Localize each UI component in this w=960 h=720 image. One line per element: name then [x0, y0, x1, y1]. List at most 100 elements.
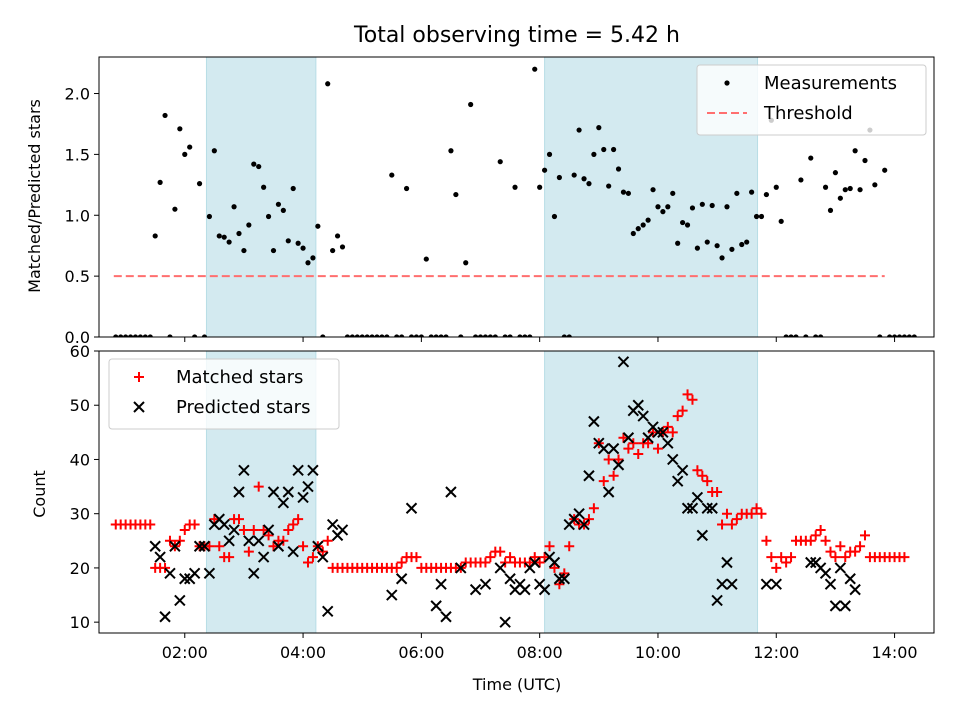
legend-item: Threshold — [707, 103, 853, 124]
series-predicted-stars — [149, 356, 861, 628]
data-point — [169, 540, 181, 552]
legend-item: Measurements — [724, 73, 897, 94]
data-point — [517, 334, 523, 337]
data-point — [455, 562, 467, 574]
shaded-interval-1 — [206, 57, 316, 337]
data-point — [243, 535, 255, 547]
data-point — [665, 204, 671, 210]
y-tick-label: 10 — [70, 613, 90, 632]
data-point — [485, 552, 496, 563]
figure-title: Total observing time = 5.42 h — [353, 23, 680, 48]
data-point — [573, 507, 585, 520]
data-point — [283, 524, 294, 535]
data-point — [179, 573, 191, 585]
data-point — [201, 334, 208, 337]
legend-item: Matched stars — [134, 367, 303, 388]
data-point — [403, 185, 410, 192]
data-point — [850, 546, 861, 557]
data-point — [721, 508, 732, 519]
data-point — [612, 459, 625, 471]
data-point — [832, 170, 839, 176]
legend-label: Threshold — [763, 103, 853, 124]
data-point — [164, 567, 176, 580]
data-point — [248, 524, 259, 535]
data-point — [253, 481, 264, 492]
data-point — [680, 219, 686, 226]
legend-item: Predicted stars — [133, 397, 310, 418]
legend-label: Predicted stars — [176, 397, 310, 418]
legend-marker — [133, 401, 145, 413]
data-point — [396, 557, 407, 568]
data-point — [317, 546, 328, 557]
data-point — [262, 524, 275, 536]
data-point — [726, 519, 737, 530]
data-point — [899, 552, 910, 563]
data-point — [862, 157, 868, 164]
data-point — [505, 552, 516, 563]
data-point — [154, 551, 166, 563]
data-point — [682, 389, 693, 400]
y-tick-label: 2.0 — [65, 85, 90, 104]
data-point — [123, 334, 129, 337]
data-point — [891, 334, 898, 337]
data-point — [297, 491, 309, 504]
data-point — [167, 334, 173, 337]
data-point — [670, 190, 676, 196]
data-point — [293, 514, 304, 525]
data-point — [652, 443, 663, 454]
data-point — [819, 567, 832, 580]
data-point — [399, 334, 405, 337]
data-point — [394, 334, 400, 337]
data-point — [497, 159, 503, 165]
data-point — [494, 562, 506, 574]
data-point — [251, 161, 257, 167]
data-point — [423, 256, 429, 262]
data-point — [660, 209, 666, 215]
data-point — [588, 415, 600, 428]
data-point — [504, 573, 516, 585]
data-point — [349, 334, 355, 337]
data-point — [206, 213, 213, 220]
data-point — [182, 151, 188, 157]
data-point — [726, 578, 738, 590]
data-point — [882, 167, 888, 173]
data-point — [822, 184, 829, 190]
data-point — [630, 230, 636, 237]
data-point — [719, 255, 725, 261]
data-point — [469, 583, 482, 596]
data-point — [652, 426, 664, 439]
data-point — [216, 233, 222, 239]
data-point — [224, 552, 235, 563]
data-point — [857, 187, 863, 193]
data-point — [285, 238, 291, 244]
legend: Matched stars Predicted stars — [108, 358, 340, 430]
x-tick-label: 12:00 — [753, 643, 799, 662]
data-point — [359, 334, 365, 337]
data-point — [667, 453, 679, 466]
data-point — [160, 562, 171, 573]
data-point — [578, 518, 590, 531]
data-point — [174, 594, 186, 607]
data-point — [187, 144, 193, 150]
data-point — [758, 213, 765, 220]
data-point — [602, 486, 615, 498]
data-point — [203, 567, 216, 580]
data-point — [583, 514, 594, 525]
data-point — [576, 127, 582, 133]
data-point — [198, 540, 211, 552]
data-point — [749, 189, 755, 195]
data-point — [635, 226, 641, 232]
data-point — [783, 334, 789, 337]
data-point — [607, 442, 620, 455]
panel-frame — [98, 350, 935, 634]
data-point — [258, 524, 269, 535]
data-point — [243, 546, 254, 557]
data-point — [339, 244, 346, 250]
y-tick-label: 0.0 — [65, 328, 90, 347]
data-point — [808, 155, 814, 161]
data-point — [522, 334, 528, 337]
data-point — [326, 518, 339, 531]
data-point — [196, 181, 203, 187]
data-point — [172, 206, 178, 212]
data-point — [405, 502, 418, 514]
